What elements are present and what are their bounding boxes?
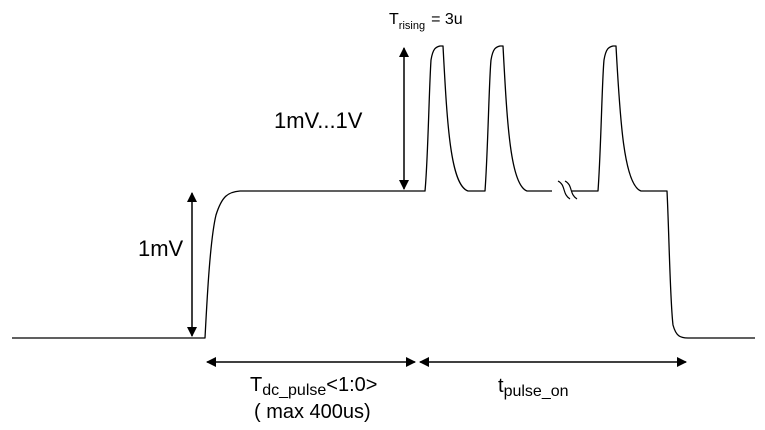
tpulse-on-label: tpulse_on [498,375,569,400]
rising-time-label: Trising = 3u [389,11,463,32]
tdc-max-label: ( max 400us) [254,401,371,423]
pulse-amplitude-label: 1mV...1V [274,108,363,133]
break-symbol [557,180,578,200]
dc-amplitude-label: 1mV [138,236,184,261]
tdc-pulse-label: Tdc_pulse<1:0> [250,374,377,399]
signal-waveform [12,45,755,339]
